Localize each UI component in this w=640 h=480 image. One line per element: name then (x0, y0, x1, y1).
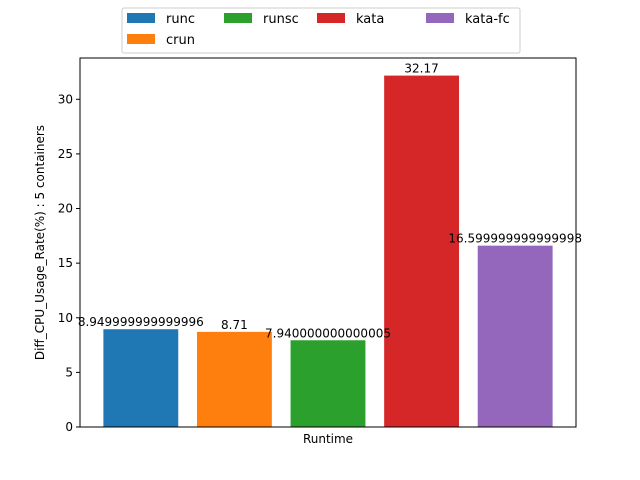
legend: runc crun runsc kata kata-fc (121, 7, 521, 54)
legend-swatch-runc (127, 13, 155, 23)
bar-kata-fc (477, 245, 553, 427)
y-tick-label: 15 (58, 256, 73, 270)
legend-frame (121, 7, 521, 54)
bar-value-label: 8.71 (221, 318, 248, 332)
bars-group (103, 75, 553, 427)
y-axis-label: Diff_CPU_Usage_Rate(%) : 5 containers (33, 125, 47, 360)
legend-swatch-kata (317, 13, 345, 23)
bar-value-label: 16.599999999999998 (448, 232, 582, 246)
plot-frame (79, 57, 577, 428)
y-tick-label: 30 (58, 92, 73, 106)
bar-labels-group: 8.949999999999996 8.71 7.940000000000005 32… (78, 62, 582, 341)
bar-value-label: 8.949999999999996 (78, 315, 204, 329)
legend-label-kata: kata (356, 12, 384, 27)
bar-value-label: 7.940000000000005 (265, 326, 391, 340)
legend-label-crun: crun (166, 33, 195, 48)
legend-label-runsc: runsc (263, 12, 299, 27)
legend-swatch-crun (127, 34, 155, 44)
y-tick-label: 5 (65, 365, 73, 379)
y-tick-label: 25 (58, 147, 73, 161)
x-axis-label: Runtime (303, 432, 353, 446)
y-axis: 0 5 10 15 20 25 30 (58, 92, 80, 434)
bar-kata (384, 75, 460, 427)
legend-swatch-kata-fc (426, 13, 454, 23)
legend-label-runc: runc (166, 12, 195, 27)
bar-value-label: 32.17 (404, 62, 438, 76)
y-tick-label: 10 (58, 311, 73, 325)
legend-swatch-runsc (224, 13, 252, 23)
y-tick-label: 20 (58, 202, 73, 216)
bar-crun (196, 331, 272, 427)
y-tick-label: 0 (65, 420, 73, 434)
bar-runc (103, 329, 179, 427)
legend-label-kata-fc: kata-fc (465, 12, 510, 27)
bar-runsc (290, 340, 366, 427)
